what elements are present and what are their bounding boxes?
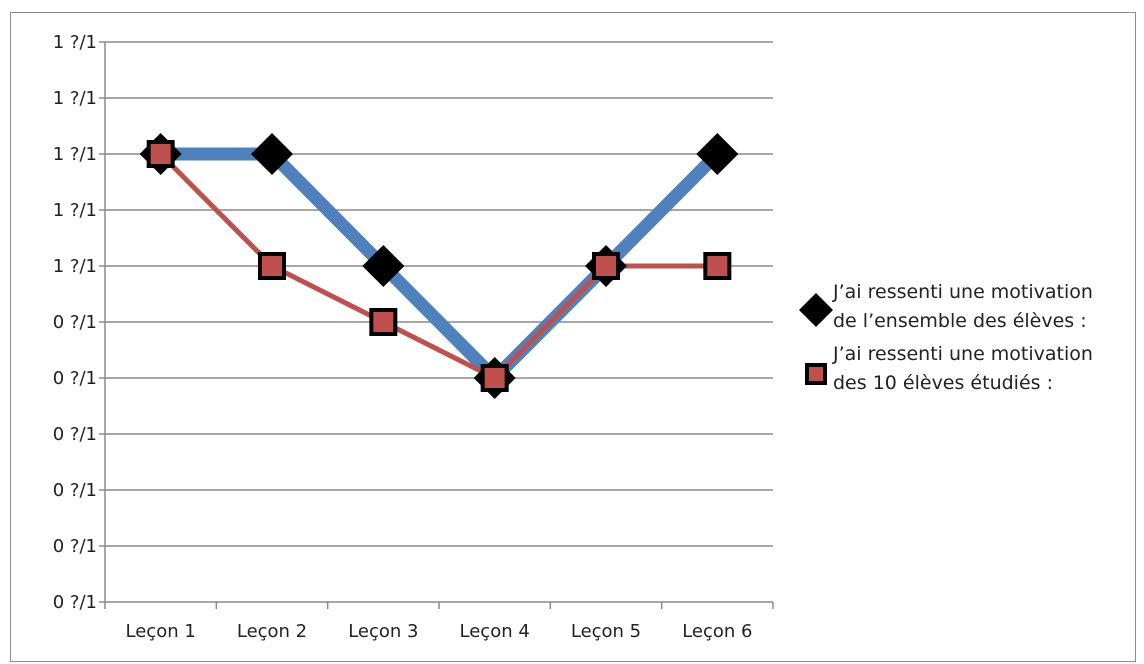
axes: 0 ?/1 0 ?/1 0 ?/1 0 ?/1 0 ?/1 0 ?/1 1 ?/1 1 ?/1…	[53, 32, 774, 642]
x-tick-label: Leçon 4	[460, 621, 530, 642]
series-2-point	[480, 364, 509, 392]
y-tick-label: 1 ?/1	[53, 32, 97, 53]
y-tick-label: 0 ?/1	[53, 368, 97, 389]
y-tick-label: 0 ?/1	[53, 536, 97, 557]
series-2-point	[703, 252, 732, 280]
gridlines	[105, 41, 773, 547]
legend-label-line: J’ai ressenti une motivation	[832, 343, 1093, 365]
x-tick-label: Leçon 1	[126, 621, 196, 642]
legend-marker-2	[805, 363, 827, 385]
y-tick-label: 1 ?/1	[53, 88, 97, 109]
y-tick-label: 0 ?/1	[53, 592, 97, 613]
x-tick-label: Leçon 6	[682, 621, 752, 642]
line-chart: 0 ?/1 0 ?/1 0 ?/1 0 ?/1 0 ?/1 0 ?/1 1 ?/1 1 ?/1…	[53, 32, 1093, 642]
series-2-point	[369, 308, 398, 336]
series-1-point	[696, 133, 739, 175]
legend-label-line: J’ai ressenti une motivation	[832, 281, 1093, 303]
y-tick-label: 0 ?/1	[53, 312, 97, 333]
legend-label-line: de l’ensemble des élèves :	[833, 310, 1087, 332]
x-tick-label: Leçon 2	[237, 621, 307, 642]
legend: J’ai ressenti une motivation de l’ensembl…	[799, 281, 1093, 394]
y-tick-label: 0 ?/1	[53, 480, 97, 501]
x-tick-label: Leçon 5	[571, 621, 641, 642]
y-tick-label: 0 ?/1	[53, 424, 97, 445]
series-2-point	[146, 140, 175, 168]
series-markers	[139, 133, 739, 399]
y-tick-label: 1 ?/1	[53, 256, 97, 277]
y-tick-label: 1 ?/1	[53, 144, 97, 165]
y-tick-label: 1 ?/1	[53, 200, 97, 221]
chart-frame: 0 ?/1 0 ?/1 0 ?/1 0 ?/1 0 ?/1 0 ?/1 1 ?/1 1 ?/1…	[10, 12, 1136, 662]
series-2-point	[258, 252, 286, 280]
x-tick-label: Leçon 3	[348, 621, 418, 642]
series-1-point	[362, 245, 405, 287]
legend-marker-1	[799, 293, 833, 327]
series-1-point	[251, 133, 293, 175]
series-2-point	[592, 252, 620, 280]
legend-label-line: des 10 élèves étudiés :	[833, 372, 1053, 394]
